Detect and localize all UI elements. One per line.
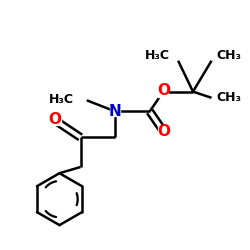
Bar (158, 87, 168, 97)
Text: O: O (48, 112, 61, 127)
Text: CH₃: CH₃ (216, 49, 242, 62)
Text: H₃C: H₃C (144, 49, 170, 62)
Text: CH₃: CH₃ (216, 91, 242, 104)
Text: H₃C: H₃C (49, 93, 74, 106)
Bar (48, 115, 61, 125)
Text: O: O (157, 84, 170, 98)
Bar (110, 106, 120, 116)
Text: N: N (109, 104, 122, 119)
Bar (158, 126, 168, 136)
Text: O: O (157, 124, 170, 140)
